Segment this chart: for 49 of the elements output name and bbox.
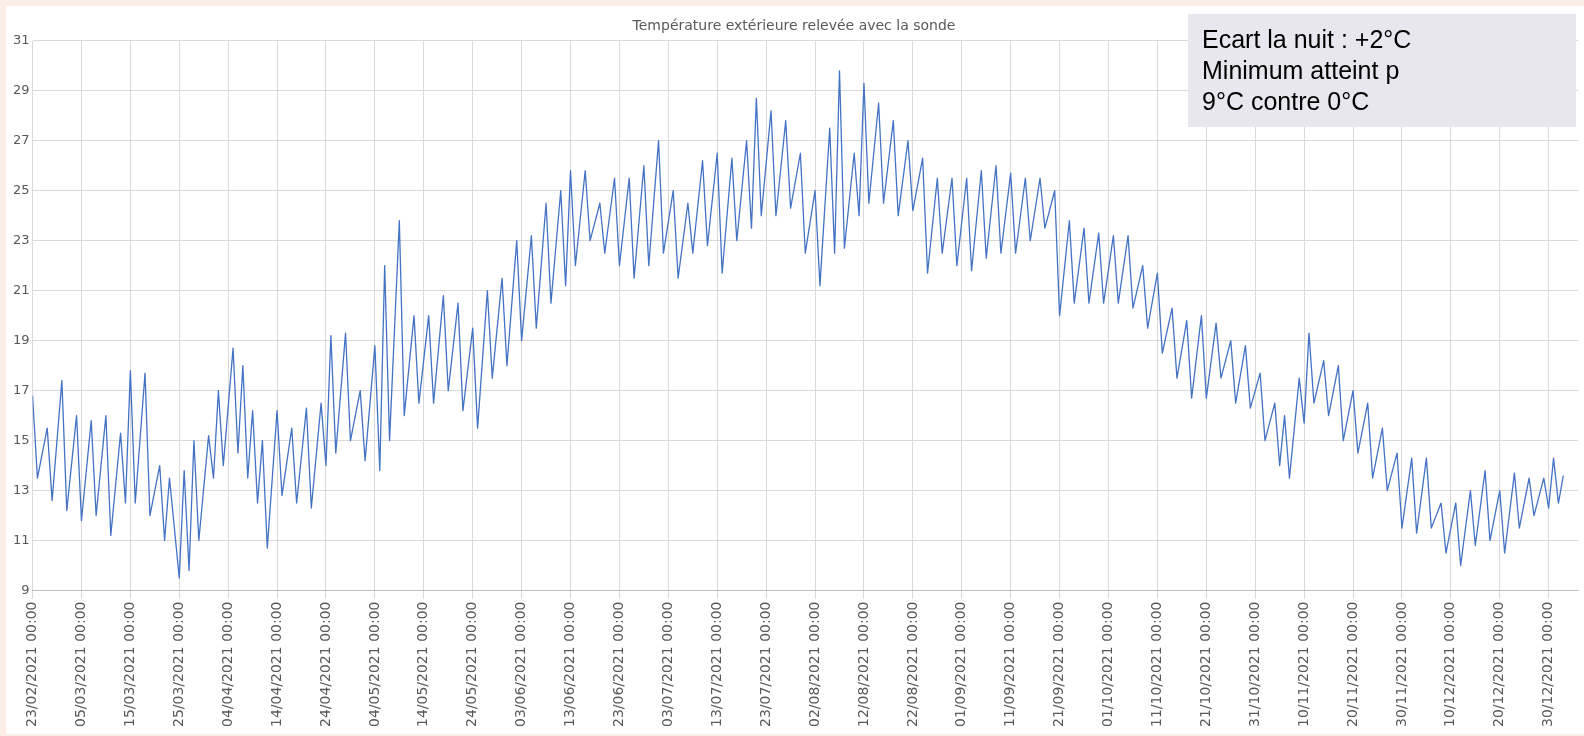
x-tick-label: 23/06/2021 00:00	[610, 601, 627, 728]
note-box: Ecart la nuit : +2°C Minimum atteint p 9°C contre 0°C	[1188, 14, 1576, 127]
x-tick-label: 02/08/2021 00:00	[805, 601, 822, 728]
x-tick-label: 13/06/2021 00:00	[561, 601, 578, 728]
x-tick-label: 25/03/2021 00:00	[169, 601, 186, 728]
x-tick-label: 03/06/2021 00:00	[512, 601, 529, 728]
y-tick-label: 9	[21, 581, 30, 597]
y-tick-label: 25	[13, 182, 30, 198]
y-tick-label: 29	[13, 82, 30, 98]
annotation: 9°C contre 0°C	[1202, 86, 1371, 117]
annotation: Ecart la nuit : +2°C	[1202, 24, 1413, 55]
x-tick-label: 01/09/2021 00:00	[952, 601, 969, 728]
y-tick-label: 13	[13, 481, 30, 497]
y-tick-label: 11	[13, 531, 30, 547]
x-tick-label: 10/12/2021 00:00	[1441, 601, 1458, 728]
x-tick-label: 05/03/2021 00:00	[72, 601, 89, 728]
x-tick-label: 04/04/2021 00:00	[218, 601, 235, 728]
y-tick-label: 31	[13, 32, 30, 48]
x-tick-label: 20/11/2021 00:00	[1343, 601, 1360, 728]
y-tick-label: 23	[13, 232, 30, 248]
x-tick-label: 10/11/2021 00:00	[1294, 601, 1311, 728]
x-tick-label: 24/05/2021 00:00	[463, 601, 480, 728]
y-tick-label: 15	[13, 431, 30, 447]
y-tick-label: 21	[13, 282, 30, 298]
x-tick-label: 15/03/2021 00:00	[121, 601, 137, 728]
x-tick-label: 11/10/2021 00:00	[1148, 601, 1165, 728]
x-tick-label: 01/10/2021 00:00	[1099, 601, 1116, 728]
x-tick-label: 20/12/2021 00:00	[1490, 601, 1507, 728]
x-tick-label: 30/11/2021 00:00	[1392, 601, 1409, 728]
x-tick-label: 14/04/2021 00:00	[267, 601, 284, 728]
x-tick-label: 21/10/2021 00:00	[1196, 601, 1213, 728]
x-tick-label: 23/07/2021 00:00	[756, 601, 773, 728]
annotation: Minimum atteint p	[1202, 55, 1401, 86]
x-tick-label: 31/10/2021 00:00	[1245, 601, 1262, 728]
chart-title: Température extérieure relevée avec la sonde	[631, 17, 956, 34]
x-tick-label: 24/04/2021 00:00	[316, 601, 333, 728]
x-tick-label: 22/08/2021 00:00	[903, 601, 920, 728]
y-tick-label: 27	[13, 132, 30, 148]
x-tick-label: 23/02/2021 00:00	[23, 601, 40, 728]
x-tick-label: 13/07/2021 00:00	[707, 601, 724, 728]
x-tick-label: 04/05/2021 00:00	[365, 601, 382, 728]
x-tick-label: 30/12/2021 00:00	[1539, 601, 1556, 728]
x-tick-label: 11/09/2021 00:00	[1001, 601, 1018, 728]
x-tick-label: 21/09/2021 00:00	[1050, 601, 1067, 728]
y-tick-label: 19	[13, 332, 30, 348]
y-tick-label: 17	[13, 381, 30, 397]
x-tick-label: 14/05/2021 00:00	[414, 601, 431, 728]
x-tick-label: 03/07/2021 00:00	[658, 601, 675, 728]
x-tick-label: 12/08/2021 00:00	[854, 601, 871, 728]
